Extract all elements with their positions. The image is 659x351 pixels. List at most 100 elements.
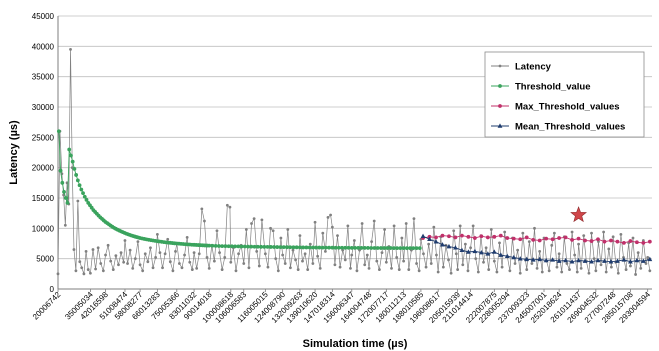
data-point (223, 244, 228, 249)
data-point (128, 248, 132, 252)
data-point (533, 226, 536, 230)
data-point (244, 228, 248, 231)
data-point (422, 252, 425, 256)
data-point (634, 240, 639, 245)
data-point (123, 239, 127, 242)
data-point (575, 270, 579, 274)
data-point (372, 219, 376, 223)
data-point (257, 264, 261, 268)
data-point (592, 257, 596, 261)
data-point (611, 235, 615, 239)
data-point (56, 272, 60, 276)
data-point (367, 266, 371, 270)
data-point (365, 253, 369, 257)
data-point (271, 229, 275, 233)
data-point (220, 268, 224, 271)
data-point (552, 231, 556, 235)
data-point (407, 268, 411, 271)
data-point (472, 248, 478, 254)
data-point (279, 236, 283, 240)
data-point (382, 246, 387, 250)
y-tick-label: 0 (50, 285, 55, 294)
annotation-layer (570, 206, 587, 223)
data-point (197, 252, 201, 256)
data-point (647, 256, 653, 262)
data-point (313, 220, 317, 224)
data-point (521, 231, 525, 235)
data-point (417, 246, 422, 251)
data-point (104, 253, 107, 257)
data-point (487, 268, 491, 271)
legend-label: Mean_Threshold_values (515, 122, 625, 133)
data-point (320, 245, 325, 250)
data-point (355, 269, 359, 273)
data-point (524, 235, 529, 240)
data-point (498, 104, 502, 108)
data-point (225, 203, 229, 207)
data-point (497, 123, 503, 128)
data-point (570, 230, 574, 234)
data-point (589, 239, 594, 243)
data-point (76, 199, 80, 203)
data-point (568, 268, 571, 271)
data-point (550, 257, 556, 262)
data-point (296, 268, 300, 271)
data-point (456, 268, 460, 271)
data-point (411, 246, 416, 251)
data-point (298, 234, 302, 238)
data-point (557, 236, 562, 240)
data-point (122, 260, 126, 264)
data-point (629, 264, 632, 268)
data-point (587, 271, 591, 275)
data-point (484, 246, 488, 250)
data-point (69, 47, 72, 51)
data-point (401, 246, 406, 251)
data-point (72, 166, 77, 171)
data-point (141, 269, 145, 273)
data-point (349, 266, 352, 270)
data-point (291, 248, 295, 252)
legend-item: Max_Threshold_values (491, 102, 620, 113)
x-tick-label: 20006742 (31, 290, 63, 322)
data-point (504, 253, 510, 259)
data-point (289, 266, 292, 270)
data-point (395, 246, 400, 251)
data-point (469, 246, 472, 250)
data-point (570, 237, 574, 242)
data-point (380, 251, 384, 255)
data-point (269, 226, 272, 230)
data-point (350, 253, 354, 257)
data-point (304, 245, 309, 250)
data-point (323, 245, 328, 250)
data-point (161, 266, 164, 270)
data-point (307, 245, 312, 250)
data-point (274, 257, 278, 261)
data-point (518, 271, 522, 275)
data-point (556, 258, 562, 263)
data-point (498, 233, 503, 238)
data-point (88, 271, 92, 275)
data-point (415, 262, 418, 265)
data-point (427, 242, 431, 246)
x-tick-labels: 20006742 35005034420165985100847458008277… (31, 289, 652, 325)
data-point (96, 246, 100, 250)
y-axis-title: Latency (µs) (8, 120, 20, 185)
data-point (190, 268, 194, 271)
data-point (294, 258, 297, 262)
data-point (609, 238, 613, 243)
data-point (183, 253, 186, 257)
data-point (303, 252, 307, 256)
data-point (378, 268, 381, 271)
data-point (265, 244, 270, 249)
data-point (495, 270, 499, 274)
legend: Latency Threshold_value Max_Threshold_valu… (484, 51, 645, 138)
data-point (158, 251, 162, 255)
data-point (433, 239, 439, 244)
data-point (317, 245, 322, 250)
data-point (627, 259, 633, 264)
data-point (255, 249, 259, 253)
data-point (530, 262, 534, 265)
data-point (474, 257, 478, 261)
